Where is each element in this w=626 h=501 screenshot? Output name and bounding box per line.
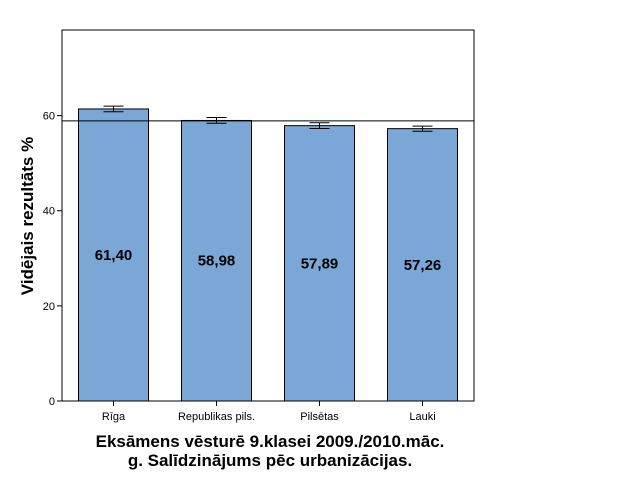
x-tick-label: Republikas pils.: [178, 411, 255, 423]
bar: [284, 125, 355, 402]
y-tick-label: 0: [49, 396, 55, 408]
y-axis: 0 20 40 60: [43, 111, 62, 408]
y-tick-label: 60: [43, 111, 55, 123]
data-label: 61,40: [95, 247, 133, 264]
x-axis: Rīga Republikas pils. Pilsētas Lauki: [102, 401, 436, 423]
y-tick-label: 40: [43, 206, 55, 218]
data-label: 57,26: [404, 257, 442, 274]
x-tick-label: Lauki: [409, 411, 435, 423]
data-label: 57,89: [301, 255, 339, 272]
chart-title: Eksāmens vēsturē 9.klasei 2009./2010.māc…: [95, 432, 445, 470]
x-tick-label: Rīga: [102, 411, 126, 423]
data-label: 58,98: [198, 253, 236, 270]
y-axis-title: Vidējais rezultāts %: [18, 137, 37, 295]
plot-frame: [61, 29, 475, 402]
y-tick-label: 20: [43, 301, 55, 313]
x-tick-label: Pilsētas: [300, 411, 339, 423]
bars-layer: 61,40 58,98 57,89 57,26: [78, 105, 458, 402]
bar: [387, 128, 458, 402]
